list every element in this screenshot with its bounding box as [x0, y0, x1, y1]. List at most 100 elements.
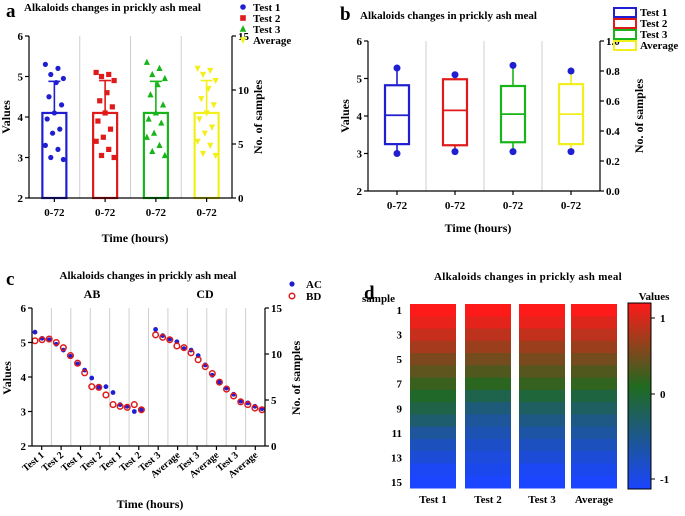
bar — [41, 111, 68, 200]
y2-tick-label: 15 — [271, 303, 283, 315]
panel-c-x-label: Time (hours) — [117, 497, 184, 511]
panel-a: a Alkaloids changes in prickly ash meal … — [0, 1, 291, 245]
data-point-bd — [244, 401, 252, 409]
data-point-bd — [130, 401, 138, 409]
heatmap-cell — [571, 340, 617, 354]
data-point-bd — [81, 369, 89, 377]
y-tick-label: 6 — [18, 31, 24, 43]
panel-letter-c: c — [6, 269, 14, 290]
data-point — [143, 133, 150, 140]
data-point — [212, 152, 219, 160]
data-point-bd — [59, 344, 67, 352]
panel-c-points — [31, 326, 266, 414]
panel-c-title: Alkaloids changes in prickly ash meal — [60, 270, 237, 282]
x-tick-label: 0-72 — [445, 200, 466, 212]
data-point — [93, 138, 99, 144]
row-label: 5 — [397, 354, 403, 366]
data-point — [111, 77, 117, 84]
row-label: 1 — [397, 305, 403, 317]
data-point — [149, 70, 156, 78]
heatmap-cell — [465, 340, 511, 354]
x-tick-label: 0-72 — [44, 207, 65, 219]
x-tick-label: 0-72 — [197, 207, 218, 219]
heatmap-cell — [410, 451, 456, 464]
data-point-bd — [109, 401, 117, 409]
max-dot — [393, 64, 401, 72]
panel-a-y-label: Values — [0, 100, 13, 134]
heatmap-cell — [519, 377, 565, 391]
data-point-bd — [88, 383, 96, 391]
data-point — [156, 141, 163, 148]
heatmap-cell — [465, 438, 511, 452]
heatmap-cell — [410, 414, 456, 428]
data-point-bd — [52, 338, 60, 347]
heatmap-cell — [519, 475, 565, 489]
data-point-bd — [102, 391, 110, 399]
y-tick-label: 2 — [18, 193, 24, 205]
max-dot — [567, 67, 575, 75]
data-point — [109, 104, 115, 110]
max-dot — [451, 71, 459, 79]
heatmap-cell — [465, 328, 511, 342]
x-tick-label: 0-72 — [146, 207, 167, 219]
panel-a-title: Alkaloids changes in prickly ash meal — [24, 2, 201, 14]
data-point — [145, 115, 152, 122]
heatmap-cell — [410, 304, 456, 317]
row-label: 7 — [397, 379, 403, 391]
heatmap-cell — [519, 304, 565, 317]
data-point — [210, 102, 217, 109]
min-dot — [451, 148, 459, 156]
data-point — [55, 146, 61, 152]
legend-marker — [289, 281, 295, 287]
panel-b-y2-label: No. of samples — [632, 79, 646, 154]
min-dot — [567, 148, 575, 156]
data-point-bd — [180, 344, 188, 352]
y2-tick-label: 5 — [238, 139, 244, 151]
heatmap-cell — [465, 304, 511, 317]
legend-swatch — [613, 29, 637, 40]
data-point — [161, 74, 168, 82]
legend-marker — [239, 37, 247, 44]
heatmap-cell — [465, 402, 511, 415]
heatmap-cell — [571, 426, 617, 440]
panel-d: d Alkaloids changes in prickly ash meal … — [362, 271, 670, 506]
data-point — [194, 65, 201, 72]
data-point-ac — [96, 384, 102, 390]
heatmap-cell — [571, 365, 617, 379]
data-point — [57, 126, 63, 132]
data-point — [154, 81, 161, 88]
y2-tick-label: 10 — [238, 85, 250, 97]
heatmap-cell — [410, 389, 456, 403]
heatmap-cell — [519, 328, 565, 342]
heatmap-cell — [465, 426, 511, 440]
heatmap-cell — [519, 438, 565, 452]
panel-a-y-ticks: 2 3 4 5 6 — [18, 31, 29, 205]
heatmap-cell — [465, 316, 511, 330]
heatmap-cell — [465, 475, 511, 489]
max-dot — [509, 61, 517, 69]
colorbar-tick-label: 1 — [660, 313, 666, 325]
x-tick-label: 0-72 — [95, 207, 116, 219]
data-point-ac — [131, 409, 137, 414]
data-point-bd — [66, 352, 75, 360]
panel-c-y2-label: No. of samples — [289, 341, 303, 416]
data-point — [104, 90, 110, 96]
data-point-bd — [251, 404, 259, 412]
y-tick-label: 2 — [21, 441, 27, 453]
heatmap-cell — [571, 451, 617, 464]
data-point — [161, 151, 168, 159]
legend-label: Average — [640, 40, 678, 52]
heatmap-cell — [410, 316, 456, 330]
y2-tick-label: 0 — [271, 441, 277, 453]
panel-d-row-header: sample — [362, 293, 395, 305]
heatmap-cell — [410, 475, 456, 489]
data-point — [194, 138, 201, 145]
data-point-bd — [215, 378, 223, 386]
panel-a-y2-ticks: 0 5 10 15 — [232, 31, 250, 205]
y-tick-label: 3 — [18, 153, 24, 165]
heatmap-cell — [571, 402, 617, 415]
data-point — [107, 126, 114, 132]
